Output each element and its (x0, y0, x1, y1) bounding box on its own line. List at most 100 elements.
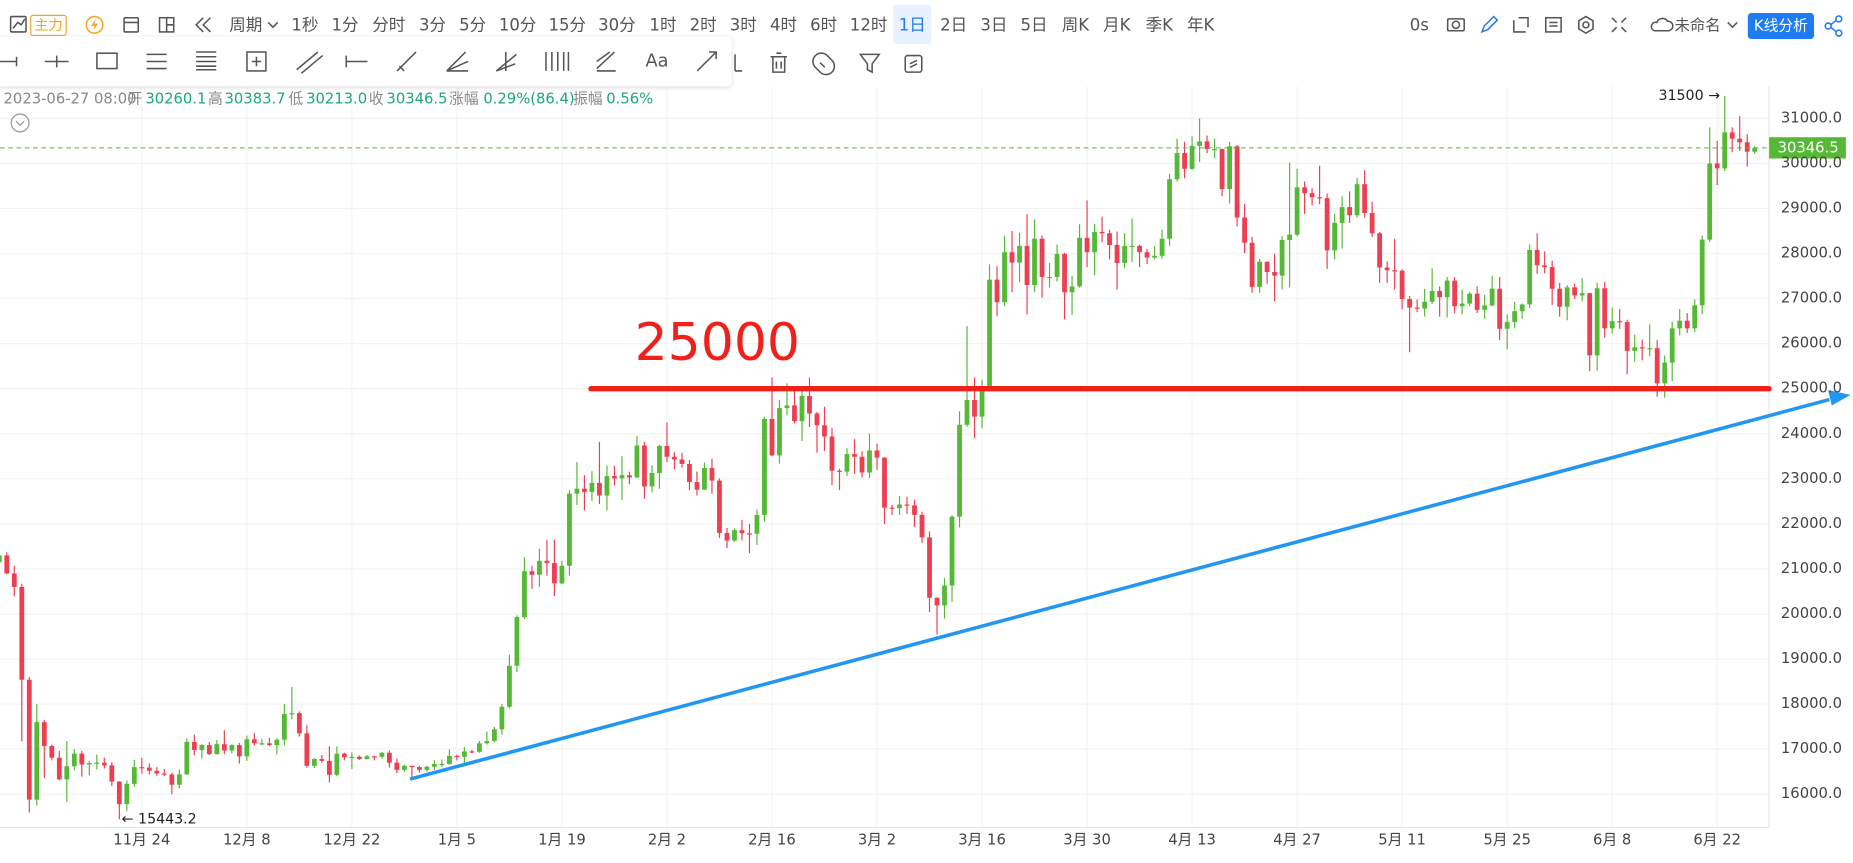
tool-icons[interactable] (251, 56, 262, 67)
tool-icons[interactable] (396, 51, 417, 72)
period-menu[interactable]: 周期 (229, 16, 262, 35)
candle-body (799, 395, 805, 422)
layout-chevron[interactable] (1727, 21, 1738, 29)
bolt-icon[interactable] (90, 18, 99, 31)
calendar-icon[interactable] (1544, 16, 1562, 33)
period[interactable]: 3时 (730, 16, 757, 35)
candle-body (1362, 184, 1368, 214)
period[interactable]: 1分 (332, 16, 359, 35)
share-icon[interactable] (1835, 15, 1843, 23)
tool-icons[interactable] (0, 51, 923, 76)
pen-icon[interactable] (1480, 15, 1499, 34)
candle-body (56, 757, 62, 780)
share-icon[interactable] (1830, 19, 1837, 33)
indicator-box[interactable] (30, 14, 67, 37)
period[interactable]: 1秒 (291, 16, 318, 35)
period[interactable]: 2时 (690, 16, 717, 35)
settings-icon[interactable] (1582, 21, 1590, 29)
text-tool[interactable]: Aa (646, 51, 669, 71)
cloud-icon[interactable] (1650, 17, 1674, 32)
candle-body (499, 706, 505, 730)
fullscreen-icon[interactable] (1611, 17, 1627, 33)
period[interactable]: 15分 (548, 16, 586, 35)
period[interactable]: 2日 (940, 16, 967, 35)
indicator-icon[interactable] (9, 15, 27, 33)
period[interactable]: 4时 (770, 16, 797, 35)
period[interactable]: 分时 (372, 16, 405, 35)
tool-icons[interactable] (812, 52, 836, 76)
tool-icons[interactable] (858, 53, 881, 74)
layout-icon[interactable] (165, 17, 174, 32)
overlay: 30346.5 25000 31500 → ← 15443.2 (0, 88, 1846, 827)
fullscreen-icon[interactable] (1611, 17, 1627, 33)
tool-icons[interactable] (904, 54, 923, 73)
indicator-label[interactable]: 主力 (34, 18, 62, 34)
replay-icon[interactable] (195, 17, 211, 33)
period[interactable]: 12时 (850, 16, 888, 35)
settings-icon[interactable] (1578, 15, 1594, 34)
expand-icon[interactable] (1513, 16, 1529, 33)
tool-icons[interactable] (696, 51, 717, 72)
candle-body (702, 468, 707, 490)
period[interactable]: 季K (1146, 16, 1175, 35)
layout-name[interactable]: 未命名 (1675, 17, 1721, 35)
calendar-icon[interactable] (1549, 21, 1558, 27)
tool-icons[interactable] (495, 52, 517, 72)
timer[interactable]: 0s (1410, 16, 1429, 35)
period[interactable]: 6时 (810, 16, 837, 35)
share-icon[interactable] (1824, 22, 1832, 30)
candle-body (1654, 348, 1660, 384)
template-icon[interactable] (123, 16, 140, 33)
indicator-icon[interactable] (9, 15, 27, 33)
candle-body (1324, 198, 1330, 251)
period[interactable]: 1时 (649, 16, 676, 35)
pen-icon[interactable] (1480, 15, 1499, 34)
candle-body (1159, 238, 1165, 256)
tool-icons[interactable] (770, 52, 788, 73)
tool-icons[interactable] (345, 55, 368, 68)
period-chevron[interactable] (267, 21, 279, 29)
tool-icons[interactable] (545, 52, 570, 71)
tool-icons[interactable] (909, 59, 918, 69)
period[interactable]: 5分 (459, 16, 486, 35)
analysis-button[interactable] (1747, 13, 1815, 40)
camera-icon[interactable] (1451, 20, 1461, 30)
period[interactable]: 1日 (899, 16, 926, 35)
analysis-button-label[interactable]: K线分析 (1754, 18, 1808, 35)
tool-icons[interactable] (246, 51, 267, 72)
camera-icon[interactable] (1446, 18, 1465, 32)
collapse-icon[interactable] (10, 113, 30, 133)
period[interactable]: 月K (1103, 16, 1132, 35)
share-icon[interactable] (1824, 15, 1843, 37)
calendar-icon[interactable] (1544, 16, 1562, 33)
tool-icons[interactable] (446, 51, 469, 72)
bolt-icon[interactable] (85, 15, 104, 34)
period[interactable]: 3日 (980, 16, 1007, 35)
tool-icons[interactable] (0, 56, 18, 67)
indicator-icon[interactable] (12, 18, 26, 29)
tool-icons[interactable] (146, 53, 167, 70)
tool-icons[interactable] (596, 51, 616, 72)
settings-icon[interactable] (1578, 15, 1594, 34)
collapse-icon[interactable] (10, 113, 30, 133)
tool-icons[interactable] (96, 52, 118, 70)
period[interactable]: 30分 (598, 16, 636, 35)
expand-icon[interactable] (1513, 16, 1529, 33)
tool-icons[interactable] (44, 55, 69, 68)
bolt-icon[interactable] (85, 15, 104, 34)
tool-icons[interactable] (734, 54, 743, 72)
period[interactable]: 5日 (1021, 16, 1048, 35)
period[interactable]: 年K (1187, 16, 1216, 35)
share-icon[interactable] (1835, 29, 1843, 37)
replay-icon[interactable] (195, 17, 211, 33)
tool-icons[interactable] (196, 51, 217, 71)
period[interactable]: 10分 (499, 16, 537, 35)
period[interactable]: 周K (1062, 16, 1091, 35)
period[interactable]: 3分 (419, 16, 446, 35)
layout-icon[interactable] (158, 16, 175, 33)
camera-icon[interactable] (1446, 18, 1465, 32)
tool-icons[interactable] (296, 51, 324, 74)
collapse-icon[interactable] (15, 120, 25, 127)
template-icon[interactable] (123, 16, 140, 33)
